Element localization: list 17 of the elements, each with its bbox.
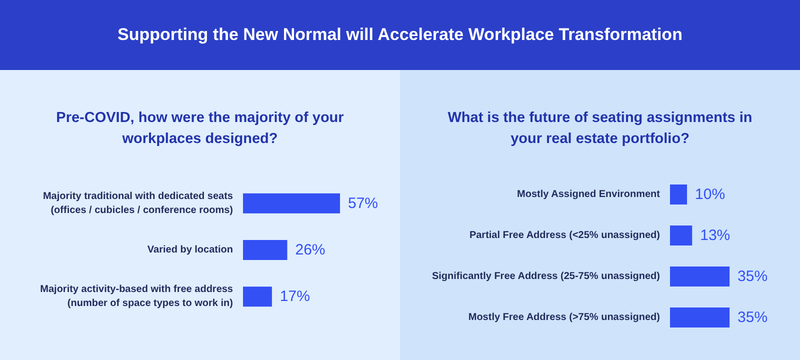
y-tick-label: Significantly Free Address (25-75% unassigned) [432, 271, 660, 282]
chart-subtitle: Pre-COVID, how were the majority of your workplaces designed? [55, 109, 345, 149]
y-tick-label: Majority activity-based with free address (number of space types to work in) [40, 284, 234, 310]
chart-subtitle: What is the future of seating assignments in your real estate portfolio? [446, 109, 754, 149]
data-label: 10% [695, 186, 726, 203]
data-label: 35% [738, 268, 768, 285]
data-label: 35% [738, 309, 768, 326]
y-tick-label: Majority traditional with dedicated seats (offices / cubicles / conference rooms) [42, 190, 234, 216]
data-label: 57% [348, 194, 378, 212]
data-label: 26% [295, 242, 326, 258]
data-label: 13% [700, 227, 730, 244]
data-label: 17% [280, 288, 310, 306]
y-tick-label: Mostly Assigned Environment [517, 189, 661, 200]
y-tick-label: Partial Free Address (<25% unassigned) [469, 230, 660, 241]
text: Supporting the New Normal will Accelerate Workplace Transformation [118, 25, 682, 45]
y-tick-label: Varied by location [147, 244, 233, 256]
y-tick-label: Mostly Free Address (>75% unassigned) [468, 312, 660, 323]
